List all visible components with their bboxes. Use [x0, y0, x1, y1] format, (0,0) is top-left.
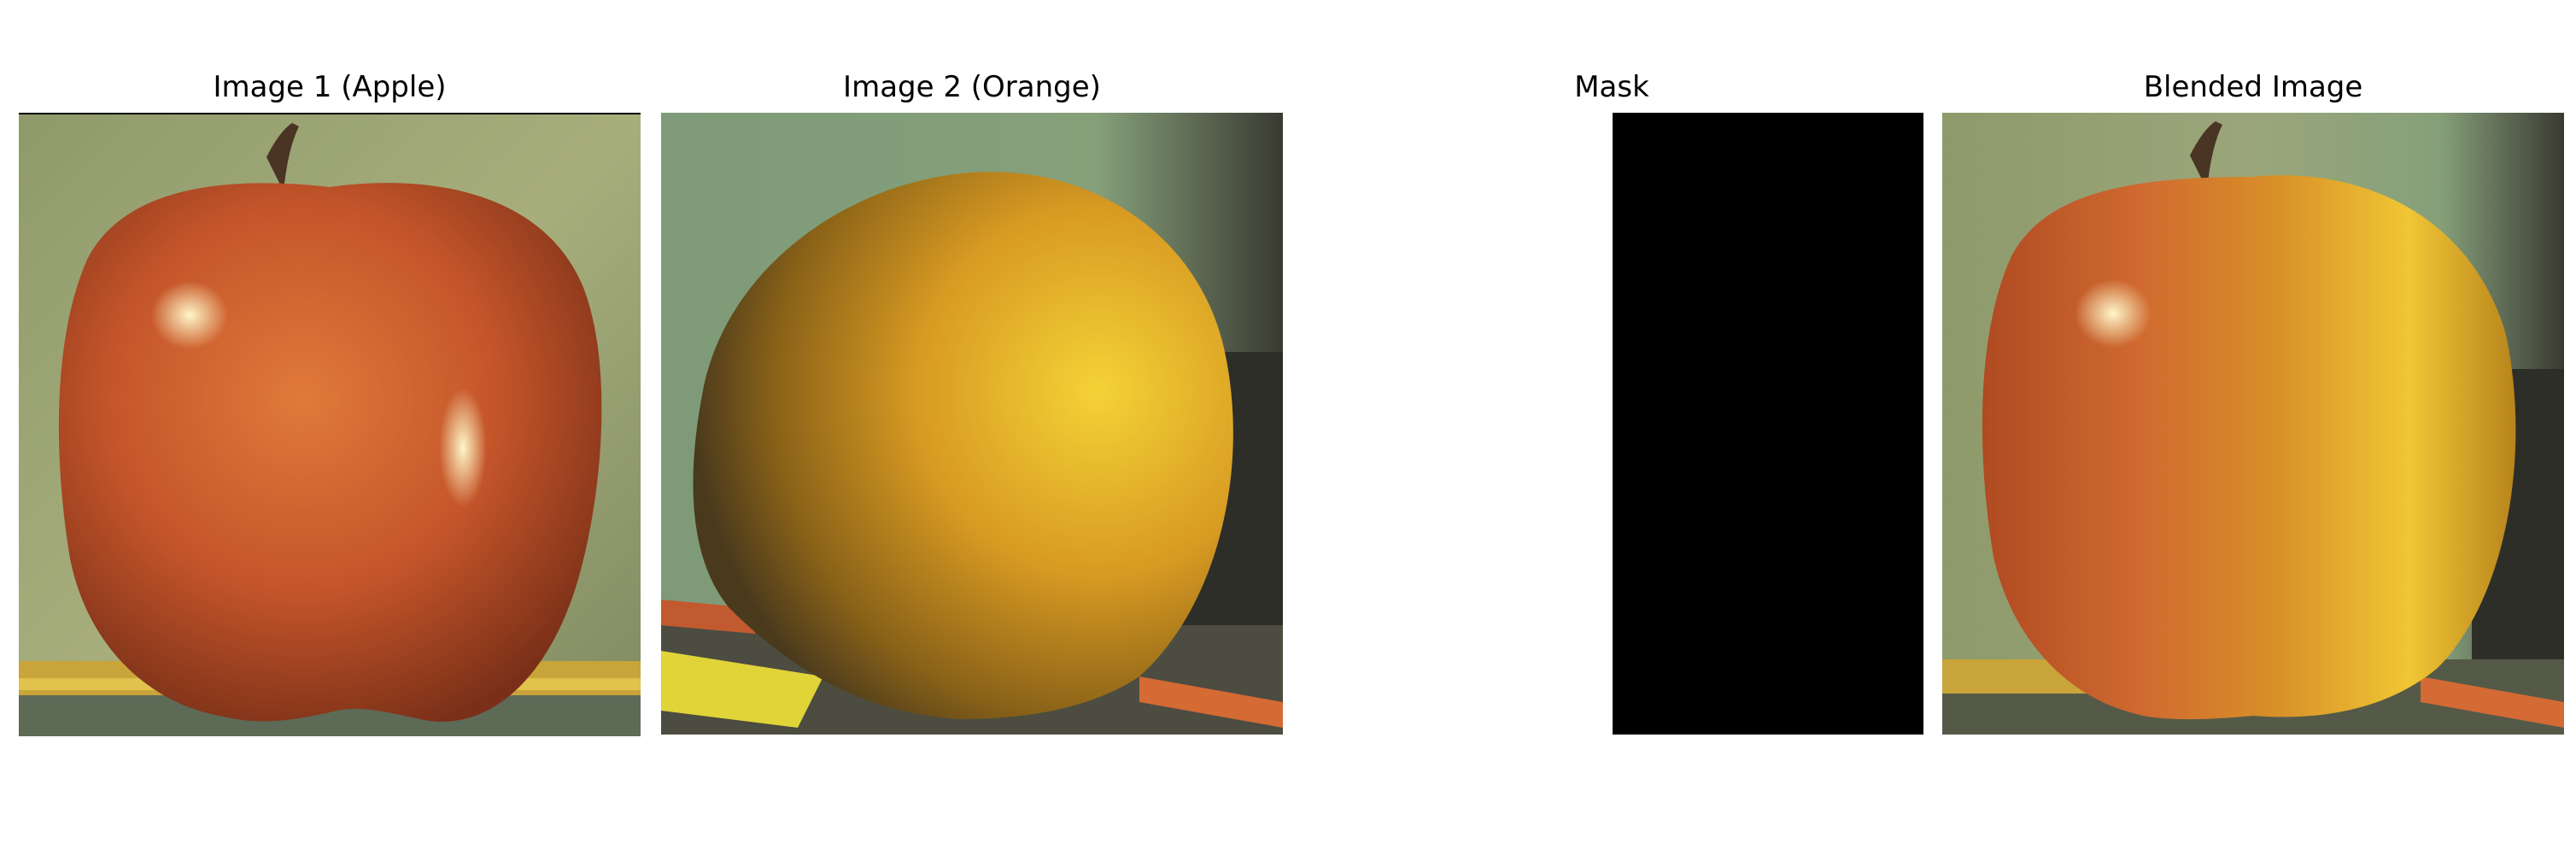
mask-title: Mask: [1574, 70, 1649, 104]
orange-image-drawing: [661, 113, 1283, 735]
orange-image: [661, 113, 1283, 735]
orange-image-title: Image 2 (Orange): [843, 70, 1101, 104]
apple-image: [19, 113, 641, 736]
blended-image-drawing: [1942, 113, 2564, 735]
blended-image-title: Blended Image: [2143, 70, 2363, 104]
apple-image-title: Image 1 (Apple): [213, 70, 447, 104]
mask-image: [1613, 113, 1923, 735]
blended-image: [1942, 113, 2564, 735]
apple-image-drawing: [19, 114, 641, 736]
